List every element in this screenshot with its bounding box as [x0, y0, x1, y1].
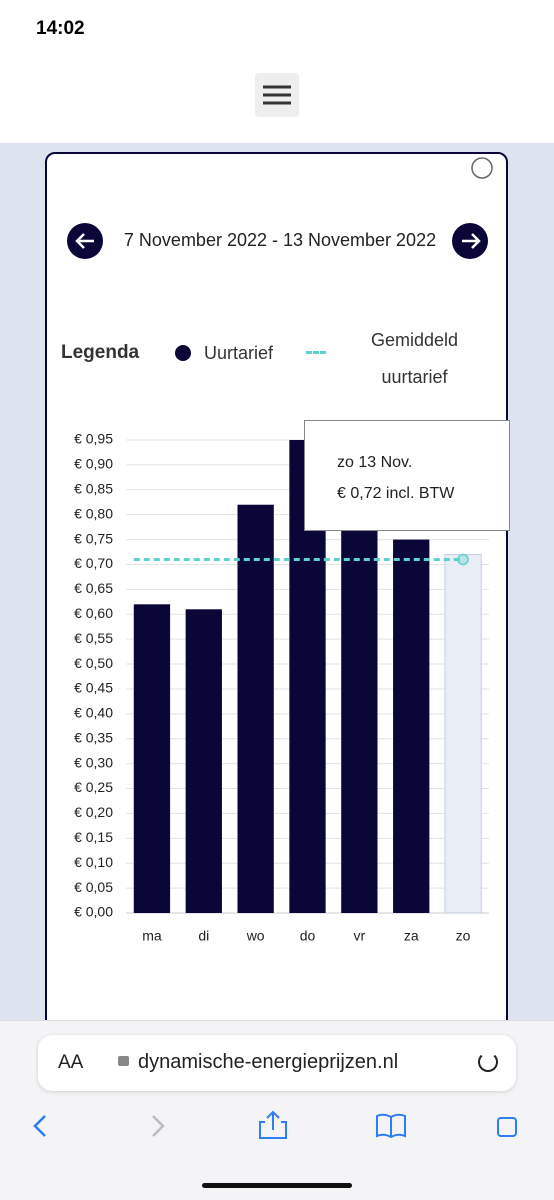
y-tick-label: € 0,75: [74, 530, 113, 546]
info-icon[interactable]: [471, 157, 493, 179]
bookmarks-button[interactable]: [376, 1113, 406, 1139]
browser-bar: AA dynamische-energieprijzen.nl: [0, 1020, 554, 1200]
x-tick-label: ma: [142, 928, 162, 944]
y-tick-label: € 0,80: [74, 505, 113, 521]
tooltip-title: zo 13 Nov.: [337, 454, 413, 471]
x-tick-label: za: [404, 928, 419, 944]
y-tick-label: € 0,20: [74, 804, 113, 820]
y-tick-label: € 0,95: [74, 431, 113, 447]
bar: [237, 504, 274, 913]
y-tick-label: € 0,05: [74, 879, 113, 895]
date-range: 7 November 2022 - 13 November 2022: [123, 230, 437, 250]
bar: [393, 539, 430, 913]
x-tick-label: do: [300, 928, 316, 944]
share-button[interactable]: [259, 1110, 287, 1139]
legend-label[interactable]: Uurtarief: [204, 343, 274, 363]
legend-label[interactable]: Gemiddeld uurtarief: [370, 330, 459, 387]
home-indicator: [202, 1183, 352, 1188]
y-tick-label: € 0,45: [74, 680, 113, 696]
y-tick-label: € 0,35: [74, 729, 113, 745]
reload-button[interactable]: [478, 1052, 498, 1072]
x-tick-label: wo: [246, 928, 265, 944]
toolbar: [33, 1110, 517, 1188]
y-tick-label: € 0,00: [74, 904, 113, 920]
tooltip: zo 13 Nov. € 0,72 incl. BTW: [304, 420, 510, 531]
legend-marker: [306, 351, 326, 354]
y-tick-label: € 0,10: [74, 854, 113, 870]
y-tick-label: € 0,15: [74, 829, 113, 845]
x-tick-label: di: [198, 928, 209, 944]
url[interactable]: dynamische-energieprijzen.nl: [138, 1051, 399, 1073]
legend-title: Legenda: [61, 342, 140, 363]
back-button[interactable]: [33, 1115, 46, 1137]
y-tick-label: € 0,70: [74, 555, 113, 571]
y-tick-label: € 0,55: [74, 630, 113, 646]
arrow-icon: [462, 233, 481, 249]
average-point: [457, 553, 469, 566]
bar: [341, 514, 378, 913]
tabs-button[interactable]: [497, 1117, 517, 1137]
arrow-icon: [75, 233, 94, 249]
y-tick-label: € 0,50: [74, 655, 113, 671]
y-tick-label: € 0,40: [74, 705, 113, 721]
text-size-button[interactable]: AA: [58, 1052, 84, 1073]
legend-marker: [175, 345, 191, 361]
y-tick-label: € 0,65: [74, 580, 113, 596]
lock-icon: [118, 1056, 129, 1066]
y-tick-label: € 0,85: [74, 480, 113, 496]
chart-card: [45, 152, 508, 1056]
y-tick-label: € 0,90: [74, 456, 113, 472]
forward-button[interactable]: [152, 1115, 165, 1137]
y-tick-label: € 0,25: [74, 779, 113, 795]
address-bar[interactable]: AA dynamische-energieprijzen.nl: [38, 1035, 516, 1091]
tooltip-text: € 0,72 incl. BTW: [337, 485, 455, 502]
menu-icon: [263, 85, 291, 105]
status-bar: 14:02: [0, 0, 554, 60]
clock: 14:02: [36, 18, 85, 39]
x-tick-label: zo: [456, 928, 471, 944]
bar: [444, 554, 482, 914]
y-tick-label: € 0,30: [74, 754, 113, 770]
bar: [133, 604, 171, 913]
bar: [185, 609, 222, 913]
y-tick-label: € 0,60: [74, 605, 113, 621]
x-tick-label: vr: [354, 928, 366, 944]
